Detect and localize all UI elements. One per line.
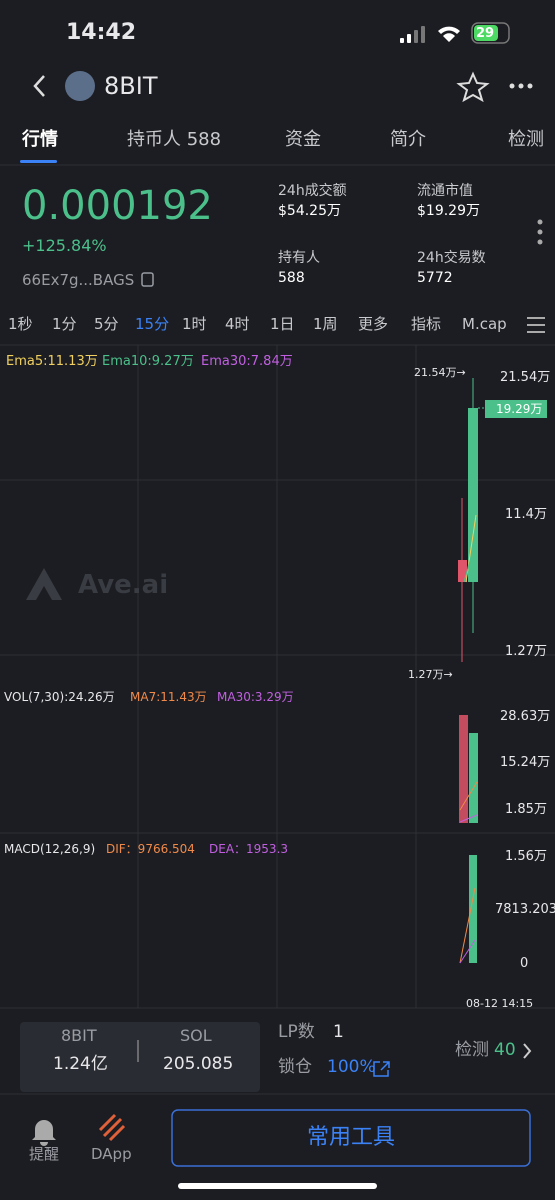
- tab-indicator: [20, 160, 57, 163]
- tools-button[interactable]: [171, 1109, 531, 1167]
- high-marker: 21.54万→: [414, 366, 466, 379]
- tab[interactable]: 检测: [508, 129, 544, 150]
- lp-value: 1: [333, 1022, 344, 1042]
- pool-token: 8BIT: [61, 1026, 97, 1045]
- token-title: 8BIT: [104, 72, 158, 100]
- interval[interactable]: 1时: [182, 315, 207, 333]
- stat-label: 持有人: [278, 250, 320, 266]
- interval[interactable]: M.cap: [462, 315, 507, 333]
- axis-label: 1.85万: [505, 802, 547, 817]
- axis-label: 11.4万: [505, 507, 547, 522]
- pool-token-amount: 1.24亿: [53, 1054, 108, 1074]
- pool-box: [20, 1022, 260, 1092]
- bell-icon[interactable]: [32, 1120, 56, 1146]
- more-icon[interactable]: [509, 83, 533, 89]
- price-tag: [485, 400, 547, 418]
- ema30: Ema30:7.84万: [201, 354, 293, 369]
- macd-legend: MACD(12,26,9): [4, 842, 96, 856]
- token-avatar: [65, 71, 95, 101]
- ma7-legend: MA7:11.43万: [130, 690, 207, 704]
- tab[interactable]: 持币人 588: [127, 129, 222, 150]
- pool-quote-amount: 205.085: [163, 1054, 234, 1074]
- stat-label: 流通市值: [417, 183, 473, 199]
- check-value[interactable]: 40: [494, 1040, 516, 1060]
- status-icons: [400, 22, 510, 44]
- axis-label: 0: [520, 956, 529, 971]
- home-indicator: [178, 1183, 377, 1189]
- price: 0.000192: [22, 183, 213, 229]
- axis-label: 1.27万: [505, 644, 547, 659]
- interval[interactable]: 1周: [313, 315, 338, 333]
- pool-quote: SOL: [180, 1026, 212, 1045]
- macd-bars: [459, 855, 477, 964]
- ema5: Ema5:11.13万: [6, 354, 98, 369]
- axis-label: 21.54万: [500, 370, 551, 385]
- interval[interactable]: 1日: [270, 315, 295, 333]
- back-icon[interactable]: [33, 75, 45, 97]
- stat-value: 588: [278, 270, 305, 286]
- tab[interactable]: 简介: [390, 129, 426, 150]
- side-menu-icon[interactable]: [537, 219, 543, 245]
- axis-label: 15.24万: [500, 755, 551, 770]
- axis-label: 1.56万: [505, 849, 547, 864]
- tab[interactable]: 资金: [285, 129, 321, 150]
- interval[interactable]: 指标: [411, 315, 442, 333]
- nav-alert[interactable]: 提醒: [29, 1145, 60, 1163]
- interval[interactable]: 1秒: [8, 315, 33, 333]
- lp-label: LP数: [278, 1022, 315, 1042]
- lock-value: 100%: [327, 1057, 376, 1077]
- favorite-icon[interactable]: [456, 71, 490, 103]
- stat-value: $19.29万: [417, 203, 480, 219]
- link-icon[interactable]: [373, 1061, 390, 1077]
- settings-icon[interactable]: [527, 317, 545, 333]
- check-label[interactable]: 检测: [455, 1040, 489, 1060]
- dif-legend: DIF：9766.504: [106, 842, 195, 856]
- vol-legend: VOL(7,30):24.26万: [4, 690, 115, 704]
- candles: [458, 378, 547, 662]
- price-change: +125.84%: [22, 236, 107, 255]
- interval[interactable]: 1分: [52, 315, 77, 333]
- dapp-icon[interactable]: [98, 1113, 126, 1142]
- interval[interactable]: 4时: [225, 315, 250, 333]
- price-tag-label: 19.29万: [496, 402, 543, 416]
- volume-bars: [459, 715, 478, 823]
- stat-label: 24h成交额: [278, 183, 347, 199]
- chevron-icon[interactable]: [523, 1043, 532, 1059]
- ma30-legend: MA30:3.29万: [217, 690, 294, 704]
- nav-dapp[interactable]: DApp: [91, 1145, 132, 1163]
- interval[interactable]: 15分: [135, 315, 170, 333]
- watermark-logo: [26, 568, 62, 600]
- tab[interactable]: 行情: [22, 129, 58, 150]
- low-marker: 1.27万→: [408, 668, 453, 681]
- watermark: Ave.ai: [78, 570, 169, 600]
- stat-value: $54.25万: [278, 203, 341, 219]
- stat-value: 5772: [417, 270, 453, 286]
- interval[interactable]: 5分: [94, 315, 119, 333]
- axis-label: 7813.203: [495, 902, 555, 917]
- dea-legend: DEA：1953.3: [209, 842, 289, 856]
- stat-label: 24h交易数: [417, 250, 486, 266]
- battery-level: 29: [476, 26, 495, 41]
- lock-label: 锁仓: [278, 1057, 312, 1077]
- tools-label[interactable]: 常用工具: [307, 1125, 396, 1150]
- ema10: Ema10:9.27万: [102, 354, 194, 369]
- interval[interactable]: 更多: [358, 315, 389, 333]
- token-address[interactable]: 66Ex7g...BAGS: [22, 271, 135, 289]
- copy-icon[interactable]: [141, 272, 154, 287]
- axis-label: 28.63万: [500, 709, 551, 724]
- time-label: 08-12 14:15: [466, 997, 534, 1010]
- status-time: 14:42: [66, 20, 137, 45]
